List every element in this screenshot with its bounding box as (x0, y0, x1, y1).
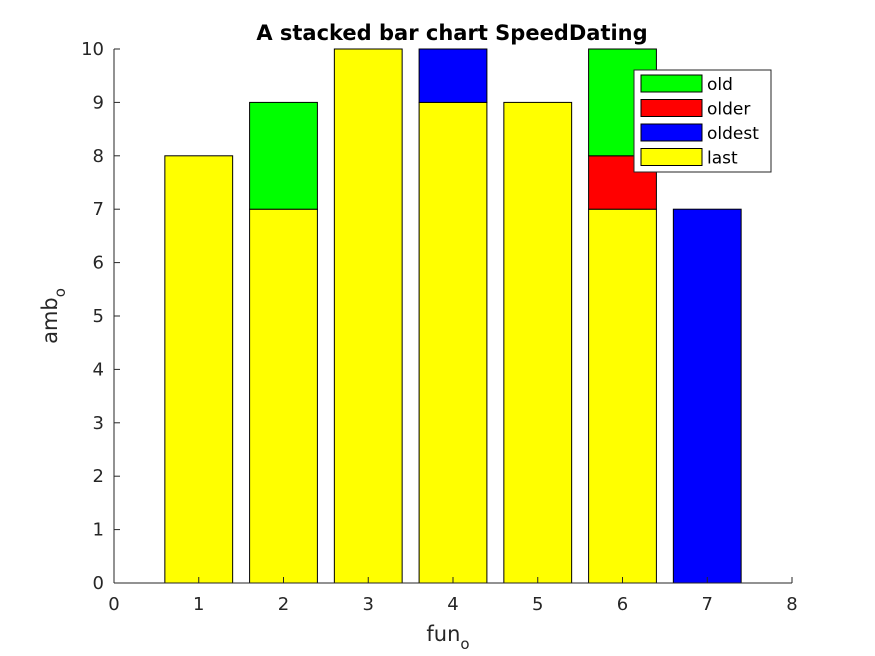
legend-items: old older oldest last (640, 74, 759, 169)
x-tick-label: 0 (108, 594, 119, 615)
y-tick-label: 2 (93, 466, 104, 487)
legend-swatch-older (640, 99, 703, 117)
x-axis-label-subscript: o (460, 635, 469, 653)
bar-segment-last-x5 (503, 101, 573, 584)
x-tick-label: 6 (617, 594, 628, 615)
x-tick-label: 1 (193, 594, 204, 615)
legend-swatch-old (640, 74, 703, 93)
legend-label-old: old (707, 75, 733, 95)
y-tick-label: 6 (93, 253, 104, 274)
y-tick-label: 10 (81, 39, 104, 60)
bars-group (164, 48, 742, 584)
y-tick-label: 9 (93, 92, 104, 113)
legend: old older oldest last (633, 69, 772, 173)
y-axis-label: ambo (38, 288, 69, 344)
x-axis-label-main: fun (426, 622, 460, 646)
bar-segment-old-x2 (249, 101, 318, 210)
bar-segment-oldest-x7 (672, 208, 742, 584)
x-tick-label: 2 (278, 594, 289, 615)
x-axis-label: funo (426, 622, 469, 653)
legend-label-last: last (707, 149, 738, 169)
chart-title: A stacked bar chart SpeedDating (256, 21, 647, 45)
legend-swatch-oldest (640, 123, 703, 142)
bar-segment-last-x4 (418, 101, 488, 584)
x-tick-label: 8 (786, 594, 797, 615)
bar-segment-oldest-x4 (418, 48, 488, 103)
x-ticks-group: 0 1 2 3 4 5 6 7 8 (108, 577, 798, 615)
y-axis-label-main: amb (38, 297, 62, 344)
bar-segment-last-x2 (249, 208, 318, 584)
y-tick-label: 5 (93, 306, 104, 327)
y-tick-label: 7 (93, 199, 104, 220)
y-axis-label-subscript: o (51, 288, 69, 297)
x-tick-label: 3 (363, 594, 374, 615)
legend-swatch-last (640, 148, 703, 166)
y-tick-label: 1 (93, 520, 104, 541)
y-tick-label: 4 (93, 359, 104, 380)
bar-segment-last-x3 (333, 48, 403, 584)
legend-label-oldest: oldest (707, 124, 759, 144)
y-tick-label: 3 (93, 413, 104, 434)
x-tick-label: 7 (702, 594, 713, 615)
x-tick-label: 5 (532, 594, 543, 615)
y-ticks-group: 0 1 2 3 4 5 6 7 8 9 10 (81, 39, 120, 594)
bar-segment-last-x1 (164, 155, 234, 584)
legend-label-older: older (707, 100, 750, 120)
bar-segment-last-x6 (588, 208, 657, 584)
x-tick-label: 4 (447, 594, 458, 615)
y-tick-label: 8 (93, 146, 104, 167)
y-tick-label: 0 (93, 573, 104, 594)
